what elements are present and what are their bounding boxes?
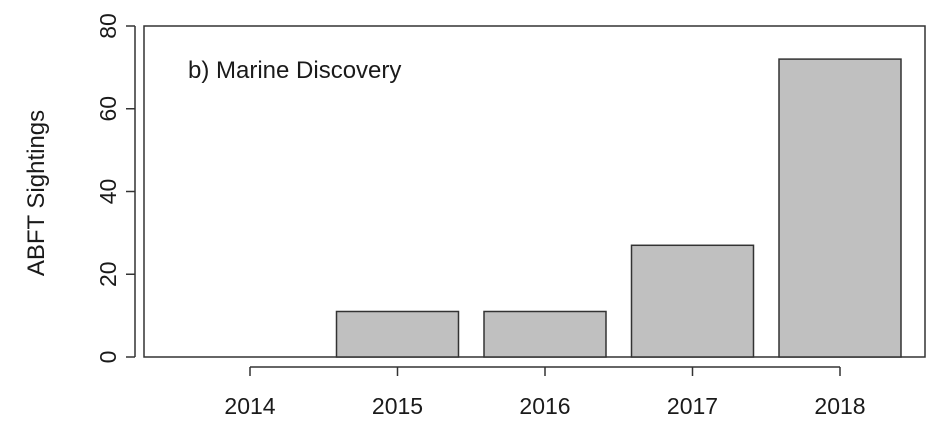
y-axis-title: ABFT Sightings [23,110,50,276]
y-tick-label: 40 [95,179,121,205]
y-tick-label: 60 [95,96,121,122]
y-axis: 0 20 40 60 80 [95,13,136,364]
bar-2017 [630,244,755,358]
x-tick-label: 2014 [224,393,275,419]
panel-title: b) Marine Discovery [188,57,401,84]
y-tick-label: 80 [95,13,121,39]
x-tick-label: 2018 [814,393,865,419]
x-tick-label: 2016 [519,393,570,419]
y-tick-label: 0 [95,351,121,364]
bar-2016 [483,310,607,358]
x-axis: 2014 2015 2016 2017 2018 [224,366,866,419]
bar-2015 [335,310,460,358]
y-tick-label: 20 [95,261,121,287]
x-tick-label: 2015 [372,393,423,419]
bars [335,58,902,358]
bar-2018 [778,58,902,358]
x-tick-label: 2017 [667,393,718,419]
